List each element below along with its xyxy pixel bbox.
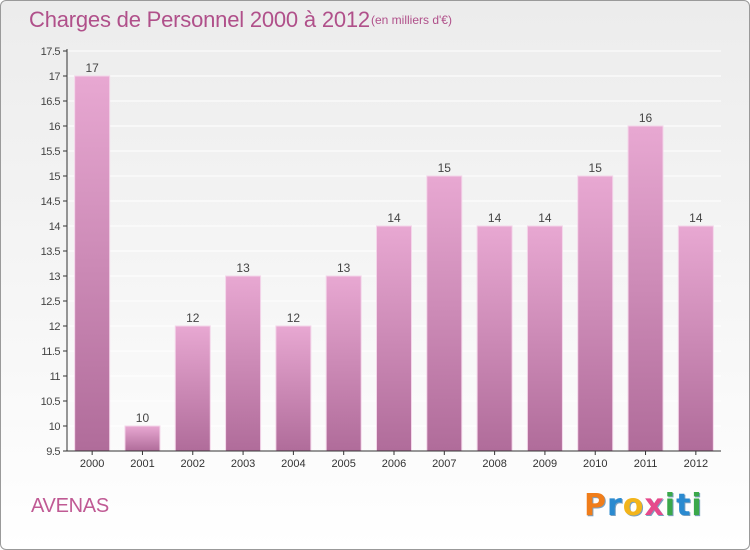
x-tick-label: 2003 bbox=[231, 458, 255, 470]
data-label: 14 bbox=[488, 211, 502, 225]
x-tick-label: 2010 bbox=[583, 458, 607, 470]
bar bbox=[577, 175, 614, 452]
x-tick-label: 2005 bbox=[331, 458, 355, 470]
logo-letter: i bbox=[664, 488, 677, 523]
x-tick-label: 2012 bbox=[684, 458, 708, 470]
logo-letter: P bbox=[584, 488, 607, 523]
y-tick-label: 9.5 bbox=[46, 446, 60, 458]
bar bbox=[526, 225, 563, 452]
data-label: 17 bbox=[85, 61, 99, 75]
y-tick-label: 13.5 bbox=[41, 246, 61, 258]
bar bbox=[124, 425, 161, 452]
bar bbox=[74, 75, 111, 452]
chart-title: Charges de Personnel 2000 à 2012 bbox=[29, 7, 370, 32]
y-tick-label: 13 bbox=[49, 271, 61, 283]
data-label: 12 bbox=[186, 311, 200, 325]
data-label: 15 bbox=[589, 161, 603, 175]
y-tick-label: 12 bbox=[49, 321, 61, 333]
y-tick-label: 10 bbox=[49, 421, 61, 433]
y-tick-label: 11.5 bbox=[41, 346, 60, 358]
data-label: 14 bbox=[689, 211, 703, 225]
y-tick-label: 14.5 bbox=[41, 196, 61, 208]
y-tick-label: 17 bbox=[49, 71, 61, 83]
logo-letter: x bbox=[644, 488, 665, 523]
y-tick-label: 12.5 bbox=[41, 296, 61, 308]
x-tick-label: 2009 bbox=[533, 458, 557, 470]
y-tick-label: 15 bbox=[49, 171, 61, 183]
y-tick-label: 17.5 bbox=[41, 46, 61, 58]
data-label: 10 bbox=[136, 411, 150, 425]
axes: 9.5 10 10.5 11 11.5 12 12.5 13 13.5 14 14.5 15 15.5 1… bbox=[41, 46, 721, 470]
y-tick-label: 14 bbox=[49, 221, 61, 233]
bar bbox=[627, 125, 664, 452]
y-tick-label: 10.5 bbox=[41, 396, 61, 408]
x-tick-label: 2001 bbox=[130, 458, 154, 470]
x-tick-label: 2007 bbox=[432, 458, 456, 470]
data-label: 14 bbox=[538, 211, 552, 225]
data-label: 15 bbox=[438, 161, 452, 175]
chart-subtitle: (en milliers d'€) bbox=[371, 13, 452, 27]
logo-letter: o bbox=[622, 488, 645, 523]
data-label: 16 bbox=[639, 111, 653, 125]
data-label: 13 bbox=[337, 261, 351, 275]
y-tick-label: 11 bbox=[50, 371, 61, 383]
bar bbox=[225, 275, 262, 452]
bar bbox=[275, 325, 312, 452]
bars: 17 10 12 13 12 13 14 15 14 14 15 16 14 bbox=[74, 61, 714, 452]
logo-letter: r bbox=[607, 488, 623, 523]
bar bbox=[476, 225, 513, 452]
bar bbox=[677, 225, 714, 452]
logo-letter: t bbox=[676, 488, 692, 523]
commune-name: AVENAS bbox=[31, 495, 109, 517]
bar bbox=[325, 275, 362, 452]
x-tick-label: 2000 bbox=[80, 458, 104, 470]
y-tick-label: 16.5 bbox=[41, 96, 61, 108]
x-tick-label: 2002 bbox=[181, 458, 205, 470]
data-label: 14 bbox=[387, 211, 401, 225]
x-tick-label: 2011 bbox=[634, 458, 658, 470]
y-tick-label: 15.5 bbox=[41, 146, 61, 158]
bar bbox=[174, 325, 211, 452]
x-tick-label: 2004 bbox=[281, 458, 305, 470]
y-tick-label: 16 bbox=[49, 121, 61, 133]
bar bbox=[376, 225, 412, 452]
logo-letter: i bbox=[691, 488, 703, 523]
proxiti-logo: Proxiti bbox=[584, 488, 703, 523]
data-label: 12 bbox=[287, 311, 301, 325]
bar bbox=[426, 175, 463, 452]
data-label: 13 bbox=[236, 261, 250, 275]
x-tick-label: 2006 bbox=[382, 458, 406, 470]
x-tick-label: 2008 bbox=[482, 458, 506, 470]
